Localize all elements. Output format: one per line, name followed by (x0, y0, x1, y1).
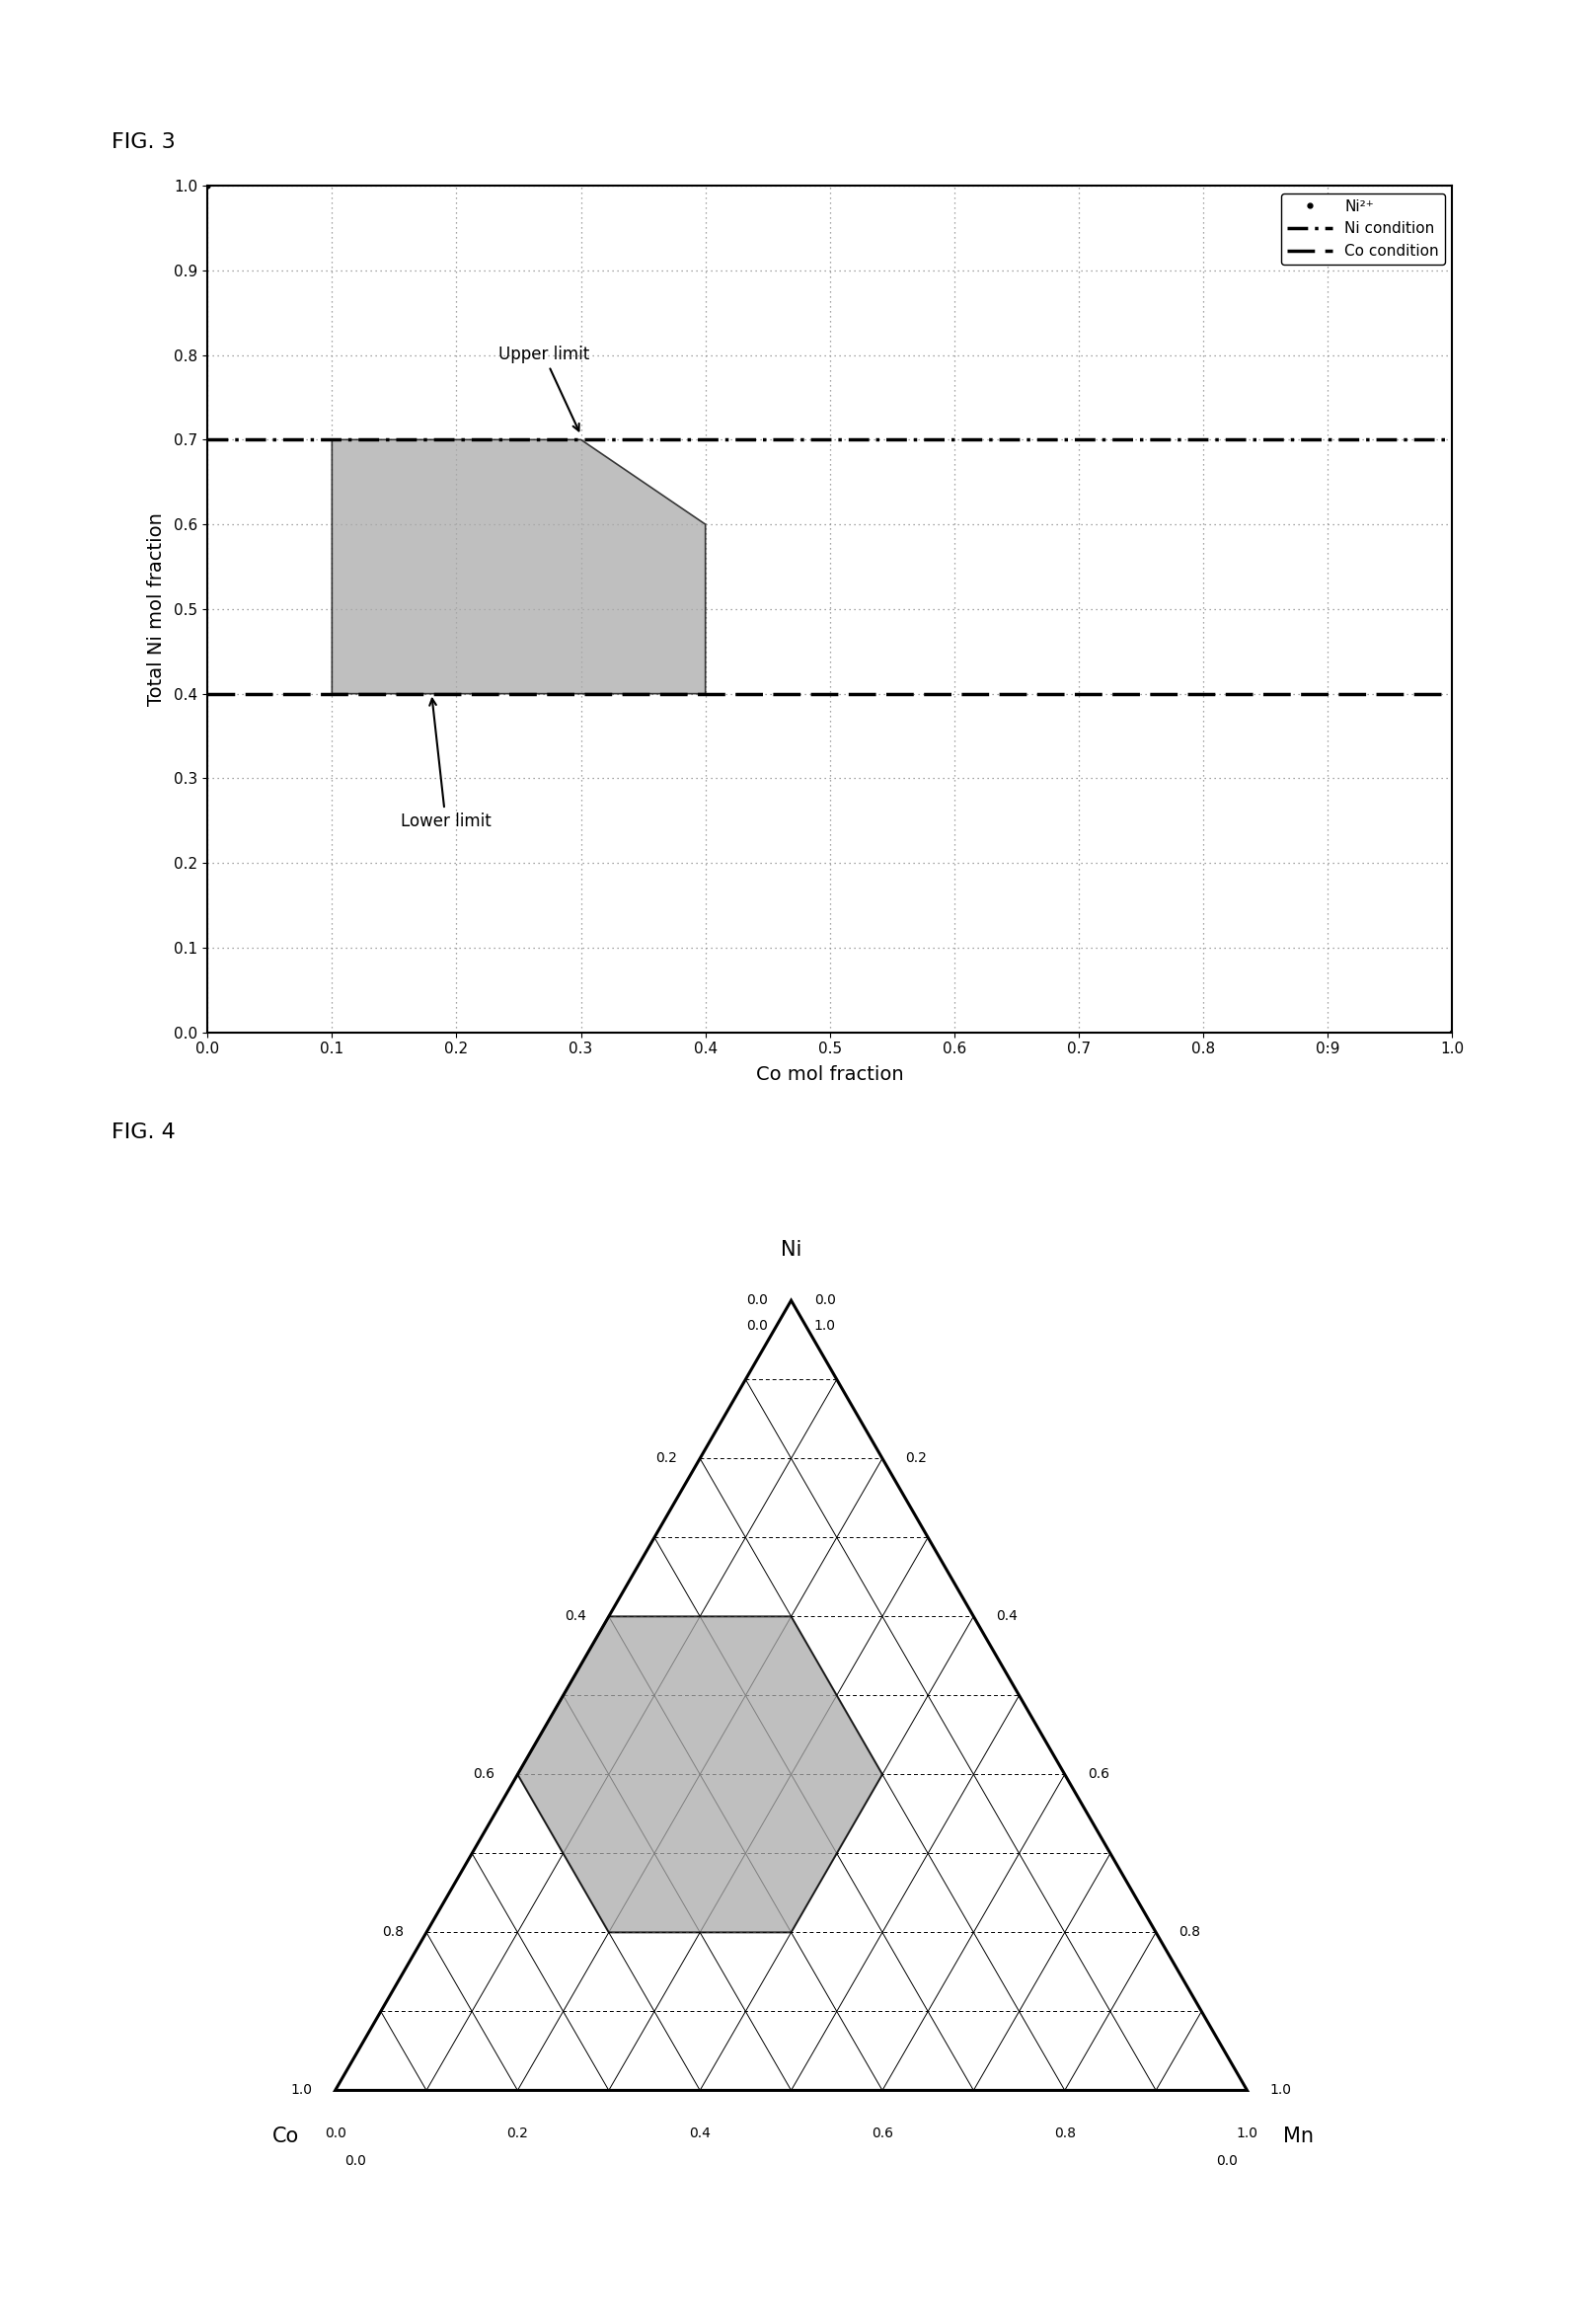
Text: 0.4: 0.4 (565, 1610, 586, 1624)
Text: Upper limit: Upper limit (498, 346, 589, 432)
Text: 1.0: 1.0 (814, 1318, 836, 1332)
Text: 0.0: 0.0 (747, 1295, 768, 1308)
Polygon shape (517, 1617, 883, 1933)
Text: 0.0: 0.0 (1216, 2155, 1238, 2169)
Text: 0.6: 0.6 (472, 1768, 495, 1782)
Text: FIG. 3: FIG. 3 (112, 132, 176, 153)
Text: 1.0: 1.0 (1270, 2083, 1291, 2097)
Text: 1.0: 1.0 (290, 2083, 313, 2097)
Text: 0.8: 0.8 (1053, 2127, 1076, 2141)
Text: Mn: Mn (1283, 2127, 1314, 2146)
Y-axis label: Total Ni mol fraction: Total Ni mol fraction (147, 513, 166, 705)
Text: 0.0: 0.0 (814, 1295, 836, 1308)
Polygon shape (332, 438, 705, 694)
Text: 1.0: 1.0 (1237, 2127, 1258, 2141)
Text: 0.0: 0.0 (747, 1318, 768, 1332)
Text: 0.8: 0.8 (1179, 1926, 1200, 1940)
Text: 0.2: 0.2 (656, 1452, 677, 1466)
Text: 0.6: 0.6 (871, 2127, 894, 2141)
Legend: Ni²⁺, Ni condition, Co condition: Ni²⁺, Ni condition, Co condition (1282, 193, 1444, 264)
Text: Co: Co (271, 2127, 298, 2146)
Text: 0.8: 0.8 (381, 1926, 404, 1940)
Text: FIG. 4: FIG. 4 (112, 1123, 176, 1144)
Text: Ni: Ni (780, 1239, 801, 1260)
Text: Lower limit: Lower limit (401, 698, 492, 831)
Text: 0.4: 0.4 (689, 2127, 710, 2141)
Text: 0.2: 0.2 (905, 1452, 927, 1466)
Text: 0.6: 0.6 (1087, 1768, 1109, 1782)
Text: 0.0: 0.0 (345, 2155, 365, 2169)
Text: 0.0: 0.0 (324, 2127, 346, 2141)
X-axis label: Co mol fraction: Co mol fraction (757, 1065, 903, 1083)
Text: 0.4: 0.4 (996, 1610, 1018, 1624)
Text: 0.2: 0.2 (508, 2127, 528, 2141)
